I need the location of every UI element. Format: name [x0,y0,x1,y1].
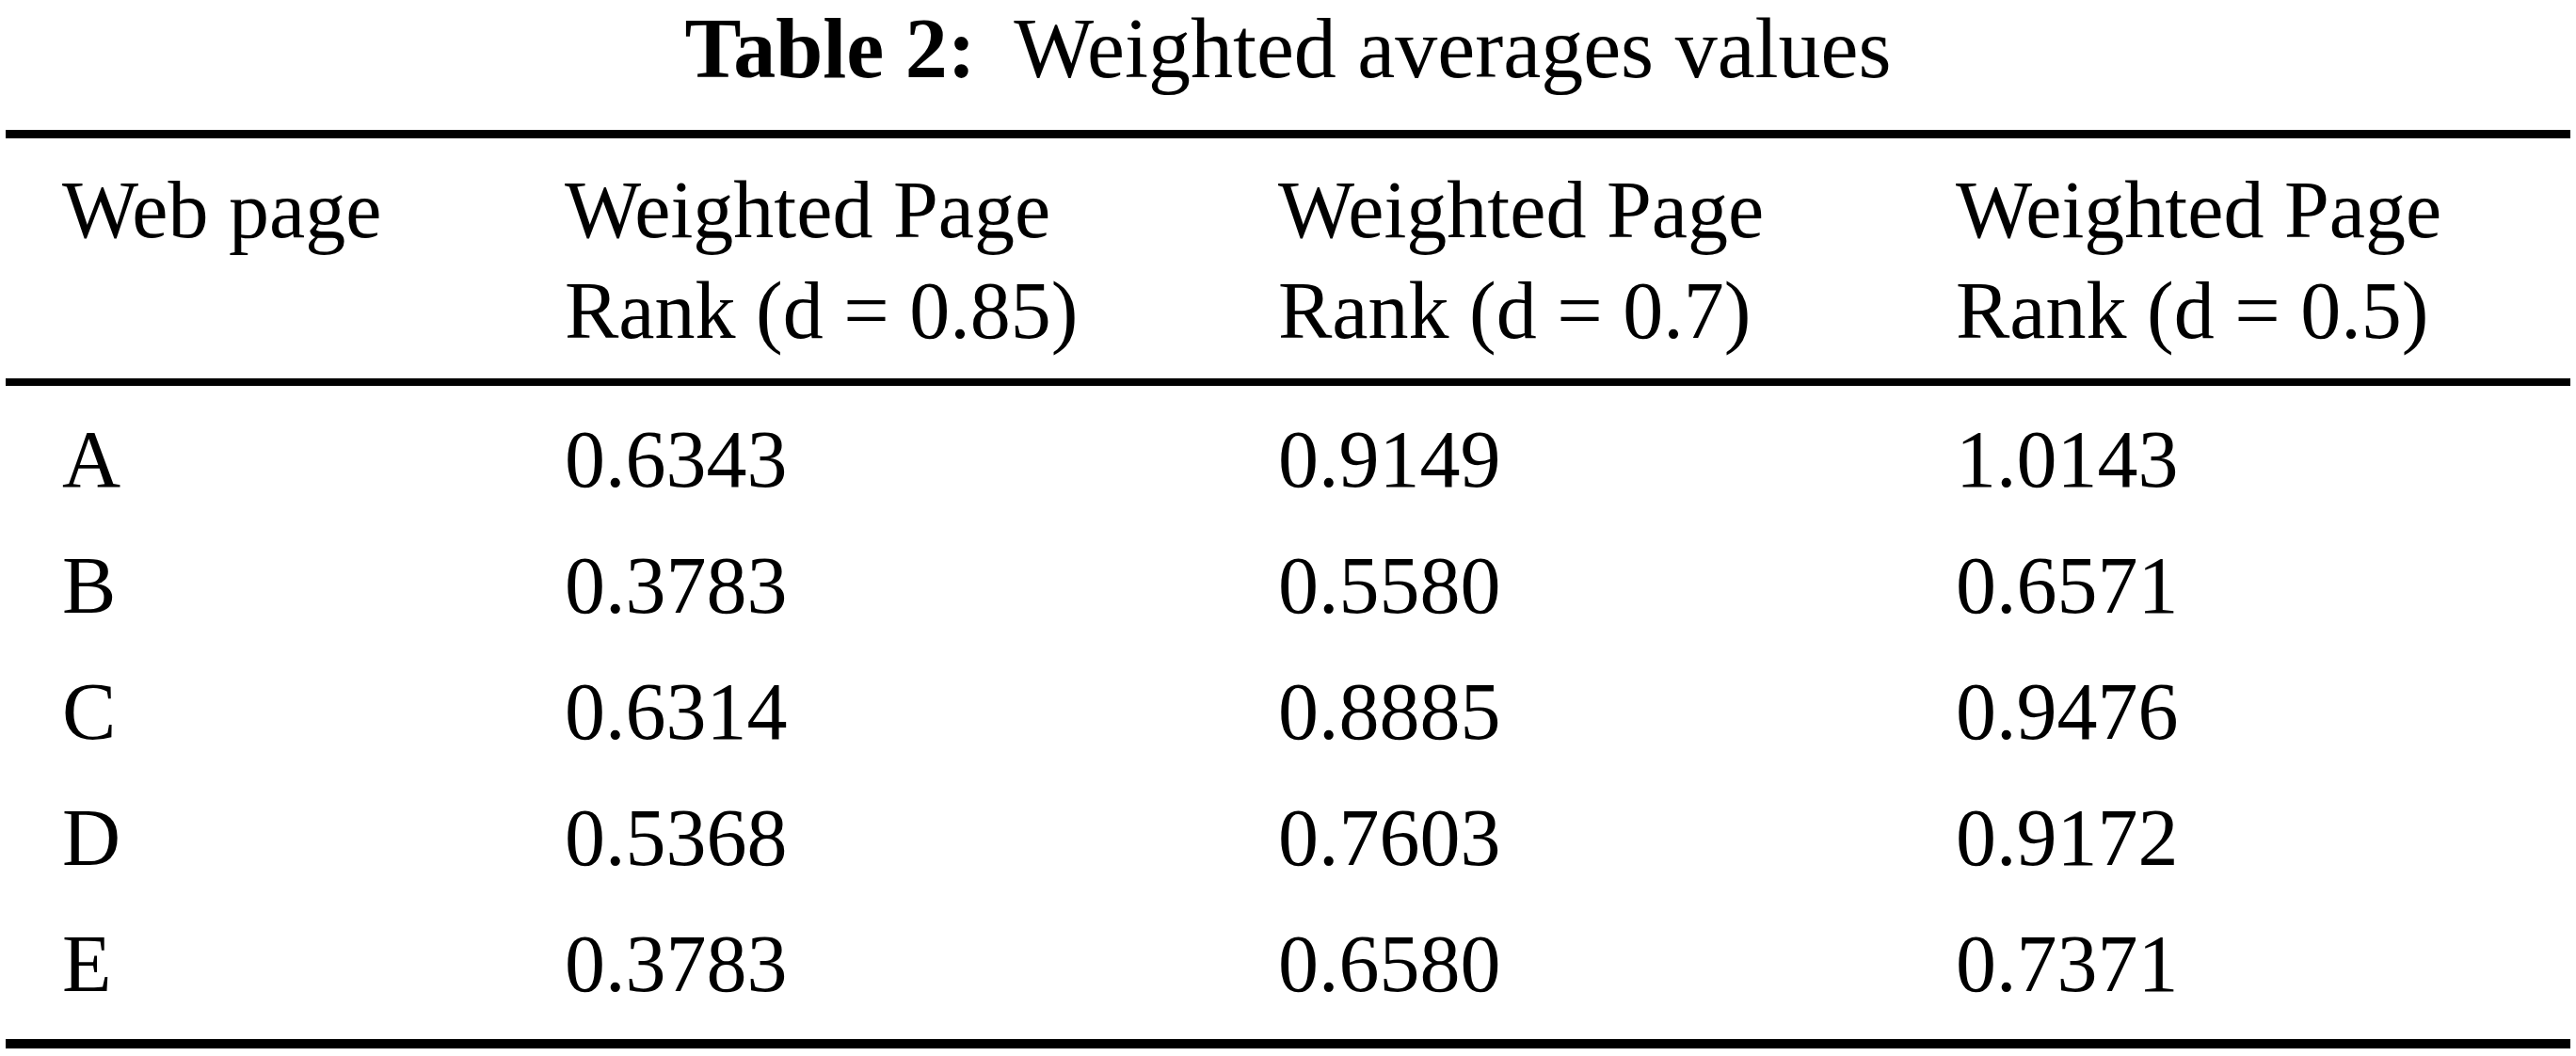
cell-wpr-d05: 0.9476 [1956,671,2179,752]
cell-page: A [62,419,120,500]
cell-wpr-d085: 0.6314 [565,671,788,752]
cell-wpr-d085: 0.5368 [565,797,788,878]
cell-wpr-d05: 0.7371 [1956,923,2179,1004]
header-wpr-d07-line2: Rank (d = 0.7) [1278,261,1764,361]
cell-page: C [62,671,116,752]
cell-page: D [62,797,120,878]
cell-wpr-d07: 0.9149 [1278,419,1501,500]
table-row-c: C 0.6314 0.8885 0.9476 [0,671,2576,797]
cell-wpr-d085: 0.3783 [565,545,788,626]
header-wpr-d05-line1: Weighted Page [1956,160,2441,261]
header-wpr-d07-line1: Weighted Page [1278,160,1764,261]
cell-wpr-d085: 0.6343 [565,419,788,500]
cell-wpr-d07: 0.6580 [1278,923,1501,1004]
table-row-d: D 0.5368 0.7603 0.9172 [0,797,2576,923]
table-row-a: A 0.6343 0.9149 1.0143 [0,419,2576,545]
cell-page: B [62,545,116,626]
table-row-e: E 0.3783 0.6580 0.7371 [0,923,2576,1049]
header-wpr-d05-line2: Rank (d = 0.5) [1956,261,2441,361]
table-rule-top [6,130,2570,138]
table-rule-bottom [6,1039,2570,1048]
table-caption-number: Table 2: [684,2,975,95]
cell-wpr-d05: 1.0143 [1956,419,2179,500]
paper-table-page: { "page": { "background": "#ffffff", "te… [0,0,2576,1056]
table-row-b: B 0.3783 0.5580 0.6571 [0,545,2576,671]
cell-page: E [62,923,112,1004]
table-caption: Table 2: Weighted averages values [0,0,2576,98]
cell-wpr-d07: 0.7603 [1278,797,1501,878]
table-rule-header-separator [6,378,2570,386]
header-wpr-d085-line2: Rank (d = 0.85) [565,261,1078,361]
header-cell-wpr-d085: Weighted Page Rank (d = 0.85) [565,160,1078,361]
header-cell-wpr-d07: Weighted Page Rank (d = 0.7) [1278,160,1764,361]
header-wpr-d085-line1: Weighted Page [565,160,1078,261]
cell-wpr-d05: 0.9172 [1956,797,2179,878]
header-cell-wpr-d05: Weighted Page Rank (d = 0.5) [1956,160,2441,361]
table-caption-title: Weighted averages values [1014,2,1891,95]
cell-wpr-d05: 0.6571 [1956,545,2179,626]
table-body: A 0.6343 0.9149 1.0143 B 0.3783 0.5580 0… [0,419,2576,1049]
header-web-page-line1: Web page [62,160,381,261]
cell-wpr-d085: 0.3783 [565,923,788,1004]
cell-wpr-d07: 0.5580 [1278,545,1501,626]
header-cell-web-page: Web page [62,160,381,261]
cell-wpr-d07: 0.8885 [1278,671,1501,752]
